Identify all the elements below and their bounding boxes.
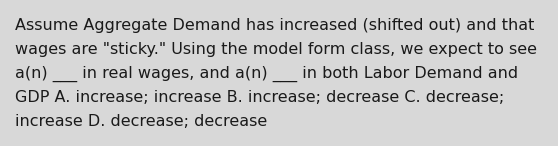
Text: GDP A. increase; increase B. increase; decrease C. decrease;: GDP A. increase; increase B. increase; d… bbox=[15, 90, 504, 105]
Text: a(n) ___ in real wages, and a(n) ___ in both Labor Demand and: a(n) ___ in real wages, and a(n) ___ in … bbox=[15, 66, 518, 82]
Text: Assume Aggregate Demand has increased (shifted out) and that: Assume Aggregate Demand has increased (s… bbox=[15, 18, 535, 33]
Text: increase D. decrease; decrease: increase D. decrease; decrease bbox=[15, 114, 267, 129]
Text: wages are "sticky." Using the model form class, we expect to see: wages are "sticky." Using the model form… bbox=[15, 42, 537, 57]
